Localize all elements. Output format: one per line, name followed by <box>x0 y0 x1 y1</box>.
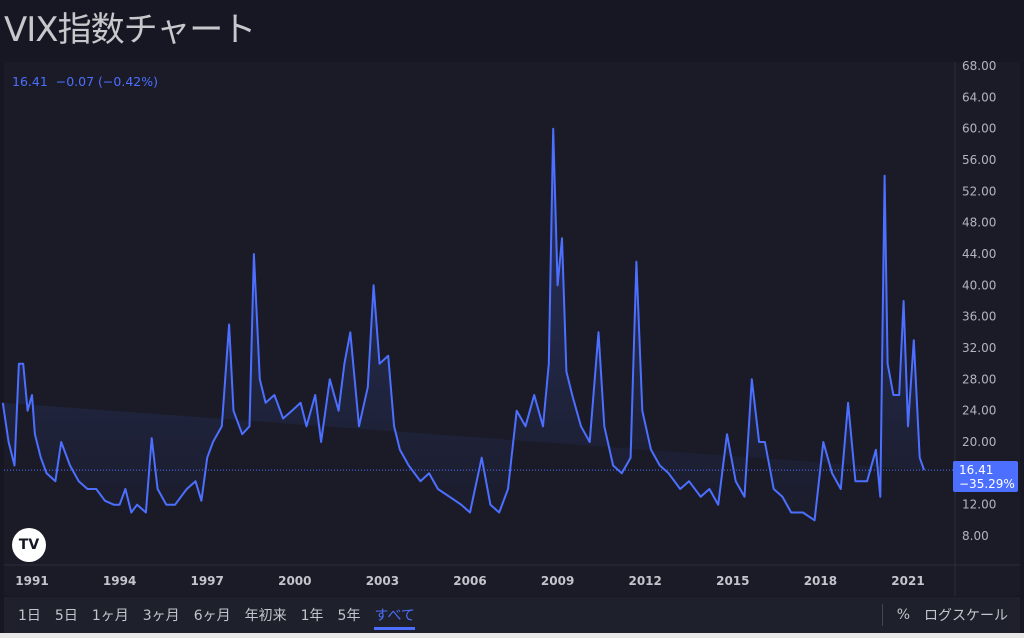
range-button[interactable]: 1ヶ月 <box>91 607 129 624</box>
x-tick-label: 2021 <box>891 574 924 588</box>
y-tick-label: 52.00 <box>962 184 996 198</box>
range-button[interactable]: 1年 <box>300 607 324 624</box>
log-scale-button[interactable]: ログスケール <box>924 608 1008 624</box>
y-tick-label: 32.00 <box>962 341 996 355</box>
x-tick-label: 2015 <box>716 574 749 588</box>
range-button[interactable]: 1日 <box>18 607 41 624</box>
legend-change: −0.07 <box>55 74 95 89</box>
legend-value: 16.41 <box>12 74 48 89</box>
percent-scale-button[interactable]: % <box>896 607 910 623</box>
y-tick-label: 20.00 <box>962 435 996 449</box>
range-button[interactable]: 6ヶ月 <box>193 607 231 624</box>
x-tick-label: 2012 <box>628 574 661 588</box>
last-price-value: 16.41 <box>959 463 994 477</box>
area-fill <box>2 128 925 521</box>
series-line <box>1 127 926 522</box>
y-tick-label: 8.00 <box>962 529 989 543</box>
x-tick-label: 2018 <box>804 574 837 588</box>
x-tick-label: 1991 <box>15 574 48 588</box>
x-tick-label: 1997 <box>190 574 223 588</box>
chart-legend: 16.41 −0.07 (−0.42%) <box>12 74 158 89</box>
y-tick-label: 44.00 <box>962 247 996 261</box>
range-button[interactable]: 5年 <box>337 607 361 624</box>
divider <box>881 604 883 626</box>
x-tick-label: 2003 <box>366 574 399 588</box>
y-tick-label: 36.00 <box>962 310 996 324</box>
y-tick-label: 40.00 <box>962 278 996 292</box>
range-toolbar: 1日 5日 1ヶ月 3ヶ月 6ヶ月 年初来 1年 5年 すべて % ログスケール <box>4 597 1020 633</box>
y-tick-label: 64.00 <box>962 90 996 104</box>
last-price-label: 16.41 −35.29% <box>953 461 1018 492</box>
y-tick-label: 56.00 <box>962 153 996 167</box>
page-edge <box>0 633 1024 638</box>
range-button[interactable]: 5日 <box>54 607 78 624</box>
last-price-pct: −35.29% <box>959 477 1015 491</box>
y-tick-label: 24.00 <box>962 404 996 418</box>
chart-panel[interactable] <box>4 62 1020 596</box>
range-button[interactable]: すべて <box>374 601 415 630</box>
legend-change-pct: (−0.42%) <box>98 74 158 89</box>
x-tick-label: 1994 <box>103 574 136 588</box>
x-tick-label: 2009 <box>541 574 574 588</box>
range-button[interactable]: 年初来 <box>244 607 287 624</box>
y-tick-label: 48.00 <box>962 216 996 230</box>
y-tick-label: 28.00 <box>962 372 996 386</box>
y-tick-label: 68.00 <box>962 59 996 73</box>
page-title: VIX指数チャート <box>4 10 256 50</box>
range-button[interactable]: 3ヶ月 <box>142 607 180 624</box>
x-tick-label: 2000 <box>278 574 311 588</box>
y-tick-label: 60.00 <box>962 122 996 136</box>
tradingview-logo[interactable]: TV <box>12 528 46 562</box>
x-tick-label: 2006 <box>453 574 486 588</box>
y-tick-label: 12.00 <box>962 498 996 512</box>
